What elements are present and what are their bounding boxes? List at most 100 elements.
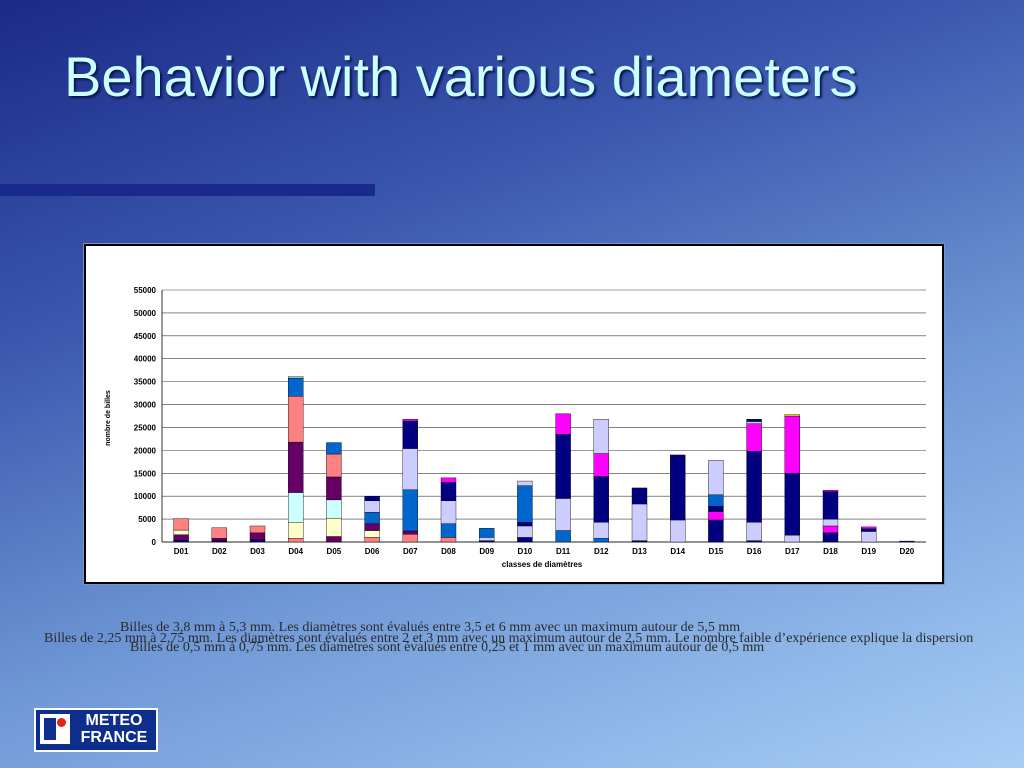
bar-D01-segment-3 xyxy=(173,518,189,531)
x-tick-label-D04: D04 xyxy=(288,547,303,556)
bar-D10-segment-2 xyxy=(517,522,533,527)
bar-D07-segment-5 xyxy=(402,419,418,422)
bar-D14-segment-0 xyxy=(670,519,686,543)
bar-D07-segment-3 xyxy=(402,448,418,490)
bar-D17-segment-2 xyxy=(784,415,800,474)
y-tick-label-0: 0 xyxy=(152,538,157,547)
bar-D16-segment-3 xyxy=(746,423,762,452)
bar-D07-segment-2 xyxy=(402,489,418,532)
y-tick-label-9: 45000 xyxy=(134,332,157,341)
logo-line-1: METEO xyxy=(85,712,143,729)
x-axis-label: classes de diamètres xyxy=(502,560,583,569)
bar-D15-segment-1 xyxy=(708,511,724,521)
bar-D06-segment-4 xyxy=(364,500,380,513)
bar-D02-segment-2 xyxy=(211,527,228,539)
bar-D08-segment-0 xyxy=(440,537,457,543)
x-tick-label-D20: D20 xyxy=(900,547,915,556)
bar-D15-segment-2 xyxy=(708,506,724,512)
bar-D16-segment-0 xyxy=(746,540,762,543)
logo-mark-icon xyxy=(40,714,70,744)
chart-bars xyxy=(173,376,915,543)
bar-D15-segment-0 xyxy=(708,519,724,543)
x-tick-label-D06: D06 xyxy=(365,547,380,556)
y-tick-label-6: 30000 xyxy=(134,401,157,410)
x-tick-label-D15: D15 xyxy=(709,547,724,556)
meteo-france-logo: METEO FRANCE xyxy=(34,708,158,752)
bar-D06-segment-2 xyxy=(364,523,380,531)
bar-D19-segment-0 xyxy=(861,531,877,543)
bar-D13-segment-2 xyxy=(631,487,648,505)
bar-D10-segment-3 xyxy=(517,485,533,523)
bar-D08-segment-2 xyxy=(440,500,457,524)
bar-D13-segment-0 xyxy=(631,540,648,543)
bar-D07-segment-1 xyxy=(402,530,418,535)
bar-D11-segment-1 xyxy=(555,498,571,531)
bar-D05-segment-4 xyxy=(326,453,342,478)
x-tick-label-D13: D13 xyxy=(632,547,647,556)
bar-D02-segment-1 xyxy=(211,538,228,541)
bar-D17-segment-3 xyxy=(784,414,800,417)
y-tick-label-5: 25000 xyxy=(134,423,157,432)
bar-D05-segment-1 xyxy=(326,517,342,537)
bar-D19-segment-1 xyxy=(861,528,877,532)
x-tick-label-D18: D18 xyxy=(823,547,838,556)
bar-D06-segment-0 xyxy=(364,537,380,543)
x-tick-label-D08: D08 xyxy=(441,547,456,556)
bar-D16-segment-4 xyxy=(746,421,762,424)
x-tick-label-D02: D02 xyxy=(212,547,227,556)
bar-D17-segment-1 xyxy=(784,473,800,536)
y-tick-label-8: 40000 xyxy=(134,355,157,364)
x-tick-label-D16: D16 xyxy=(747,547,762,556)
stacked-bar-chart: 0 5000 10000 15000 20000 25000 30000 35000 40000… xyxy=(105,286,926,569)
bar-D13-segment-1 xyxy=(631,503,648,541)
y-tick-labels: 0 5000 10000 15000 20000 25000 30000 35000 40000… xyxy=(134,286,157,547)
bar-D16-segment-5 xyxy=(746,419,762,422)
bar-D20-segment-0 xyxy=(899,540,915,543)
bar-D08-segment-4 xyxy=(440,477,457,483)
bar-D15-segment-4 xyxy=(708,460,724,496)
bar-D14-segment-1 xyxy=(670,454,686,521)
bar-D09-segment-2 xyxy=(479,528,495,538)
logo-line-2: FRANCE xyxy=(80,729,148,746)
bar-D04-segment-2 xyxy=(287,492,304,523)
bar-D19-segment-2 xyxy=(861,526,877,529)
x-tick-label-D19: D19 xyxy=(861,547,876,556)
caption-small-beads: Billes de 0,5 mm à 0,75 mm. Les diamètre… xyxy=(130,640,765,655)
bar-D01-segment-2 xyxy=(173,529,189,535)
bar-D06-segment-3 xyxy=(364,512,380,524)
x-tick-label-D07: D07 xyxy=(403,547,418,556)
bar-D12-segment-1 xyxy=(593,522,609,539)
y-tick-label-7: 35000 xyxy=(134,378,157,387)
x-tick-label-D11: D11 xyxy=(556,547,571,556)
title-divider xyxy=(0,184,375,196)
bar-D10-segment-4 xyxy=(517,480,533,486)
bar-D04-segment-5 xyxy=(287,377,304,397)
bar-D02-segment-0 xyxy=(211,540,228,543)
bar-D11-segment-0 xyxy=(555,530,571,543)
bar-D05-segment-0 xyxy=(326,536,342,543)
bar-D12-segment-4 xyxy=(593,419,609,454)
bar-D06-segment-1 xyxy=(364,530,380,538)
y-tick-label-3: 15000 xyxy=(134,469,157,478)
caption-large-beads: Billes de 3,8 mm à 5,3 mm. Les diamètres… xyxy=(120,620,741,635)
bar-D11-segment-3 xyxy=(555,413,571,435)
bar-D04-segment-0 xyxy=(287,538,304,543)
x-tick-label-D12: D12 xyxy=(594,547,609,556)
bar-D18-segment-4 xyxy=(822,490,839,492)
bar-D01-segment-0 xyxy=(173,539,189,543)
y-tick-label-10: 50000 xyxy=(134,309,157,318)
y-axis-label: nombre de billes xyxy=(105,390,112,446)
chart-frame: 0 5000 10000 15000 20000 25000 30000 35000 40000… xyxy=(84,244,944,584)
bar-D16-segment-2 xyxy=(746,451,762,523)
chart-grid xyxy=(161,289,926,543)
bar-D03-segment-0 xyxy=(249,539,266,543)
bar-D01-segment-1 xyxy=(173,534,189,541)
x-category-labels: D01 D02 D03 D04 D05 D06 D07 D08 D09 D10 D11 D12 D13 D… xyxy=(174,547,915,556)
bar-D18-segment-1 xyxy=(822,525,839,534)
bar-D16-segment-1 xyxy=(746,522,762,541)
bar-D10-segment-1 xyxy=(517,525,533,538)
bar-D04-segment-1 xyxy=(287,522,304,539)
bar-D04-segment-3 xyxy=(287,441,304,493)
bar-D04-segment-4 xyxy=(287,396,304,443)
x-tick-label-D14: D14 xyxy=(670,547,685,556)
